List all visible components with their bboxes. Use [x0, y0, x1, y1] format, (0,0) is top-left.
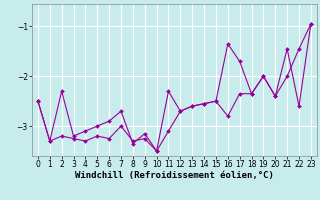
- X-axis label: Windchill (Refroidissement éolien,°C): Windchill (Refroidissement éolien,°C): [75, 171, 274, 180]
